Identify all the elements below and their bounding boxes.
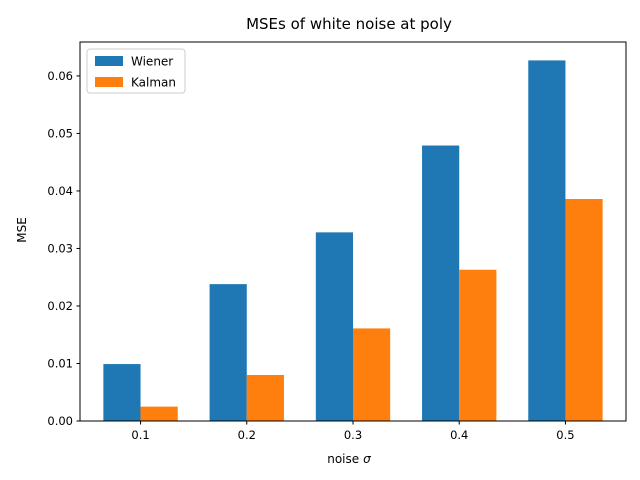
y-tick-label: 0.05 bbox=[47, 126, 73, 140]
x-tick-label: 0.3 bbox=[344, 428, 362, 442]
legend-swatch-kalman bbox=[95, 77, 123, 87]
x-tick-label: 0.5 bbox=[556, 428, 574, 442]
bar-wiener-0.4 bbox=[422, 145, 460, 421]
bar-kalman-0.2 bbox=[246, 374, 284, 421]
legend-label-wiener: Wiener bbox=[131, 55, 173, 69]
plot-frame bbox=[79, 41, 627, 422]
bar-wiener-0.5 bbox=[528, 60, 566, 422]
y-tick-label: 0.03 bbox=[47, 241, 73, 255]
bar-wiener-0.3 bbox=[315, 232, 353, 421]
y-tick-label: 0.06 bbox=[47, 69, 73, 83]
legend: Wiener Kalman bbox=[86, 48, 186, 94]
y-tick-label: 0.04 bbox=[47, 184, 73, 198]
legend-swatch-wiener bbox=[95, 56, 123, 66]
x-tick-label: 0.1 bbox=[131, 428, 149, 442]
bar-kalman-0.1 bbox=[140, 406, 178, 421]
x-tick-label: 0.2 bbox=[238, 428, 256, 442]
x-tick-label: 0.4 bbox=[450, 428, 468, 442]
y-axis: 0.00 0.01 0.02 0.03 0.04 0.05 0.06 bbox=[47, 69, 80, 428]
x-axis: 0.1 0.2 0.3 0.4 0.5 bbox=[131, 421, 575, 442]
x-axis-label-symbol: σ bbox=[363, 452, 371, 466]
y-tick-label: 0.00 bbox=[47, 414, 73, 428]
bar-kalman-0.4 bbox=[459, 269, 497, 421]
bar-wiener-0.2 bbox=[209, 284, 247, 421]
bar-kalman-0.5 bbox=[565, 199, 603, 421]
x-axis-label-text: noise bbox=[327, 452, 359, 466]
bars-group bbox=[103, 60, 603, 422]
y-tick-label: 0.02 bbox=[47, 299, 73, 313]
bar-kalman-0.3 bbox=[353, 328, 391, 421]
y-tick-label: 0.01 bbox=[47, 356, 73, 370]
x-axis-label: noise σ bbox=[327, 452, 371, 466]
chart-title: MSEs of white noise at poly bbox=[246, 15, 452, 33]
legend-label-kalman: Kalman bbox=[131, 76, 176, 90]
y-axis-label: MSE bbox=[15, 217, 29, 243]
bar-wiener-0.1 bbox=[103, 364, 141, 421]
